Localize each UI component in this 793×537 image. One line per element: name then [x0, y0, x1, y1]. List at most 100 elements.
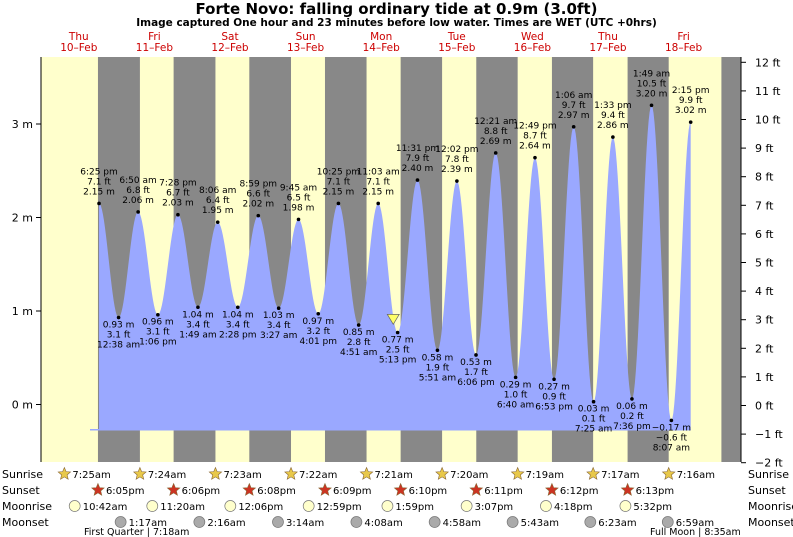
high-tide-label: 8.7 ft	[523, 132, 547, 142]
high-tide-label: 7.9 ft	[406, 154, 430, 164]
right-tick-label: 11 ft	[755, 85, 781, 98]
right-tick-label: 9 ft	[755, 142, 774, 155]
low-tide-label: 2:28 pm	[219, 330, 257, 340]
high-tide-label: 3.02 m	[675, 106, 707, 116]
tide-point	[215, 220, 220, 224]
low-tide-label: 0.2 ft	[620, 412, 644, 422]
moonrise-icon	[381, 500, 394, 512]
moonrise-time: 12:59pm	[317, 502, 362, 513]
right-tick-label: 1 ft	[755, 371, 774, 384]
sunrise-time: 7:19am	[526, 470, 564, 481]
moonset-time: 6:23am	[598, 518, 636, 529]
sunrise-time: 7:17am	[601, 470, 639, 481]
low-tide-label: 1.7 ft	[464, 368, 488, 378]
high-tide-label: 10.5 ft	[637, 79, 667, 89]
moonrise-time: 3:07pm	[475, 502, 514, 513]
low-tide-label: 3.4 ft	[186, 320, 210, 330]
tide-point	[649, 103, 654, 108]
sun-moon-rows: Sunrise Sunrise 7:25am 7:24am 7:23am 7:22am 7:…	[2, 466, 793, 537]
right-tick-label: −2 ft	[755, 457, 783, 470]
high-tide-label: 11:31 pm	[396, 144, 439, 154]
high-tide-label: 10:25 pm	[317, 167, 360, 177]
high-tide-label: 9.9 ft	[679, 96, 703, 106]
low-tide-label: 0.27 m	[538, 382, 570, 392]
tide-point	[669, 418, 674, 423]
moonset-icon	[661, 516, 674, 528]
low-tide-label: 1.03 m	[263, 311, 295, 321]
tide-point	[552, 377, 556, 382]
high-tide-label: 2.40 m	[402, 164, 434, 174]
sunset-icon	[620, 482, 635, 496]
moonset-icon	[272, 516, 284, 528]
sunrise-row-label: Sunrise	[2, 468, 43, 481]
low-tide-label: 5:51 am	[419, 373, 456, 383]
day-of-week: Thu	[68, 31, 89, 43]
right-tick-label: −1 ft	[755, 428, 783, 441]
high-tide-label: 2.15 m	[83, 187, 115, 197]
high-tide-label: 1.95 m	[202, 206, 234, 216]
right-tick-label: 3 ft	[755, 314, 774, 327]
low-tide-label: 1:06 pm	[139, 338, 177, 348]
sunset-row-label-right: Sunset	[748, 484, 786, 497]
low-tide-label: 1:49 am	[179, 330, 216, 340]
low-tide-label: 3.1 ft	[107, 331, 131, 341]
high-tide-label: 12:49 pm	[513, 122, 556, 132]
tide-point	[136, 210, 140, 214]
day-date: 12–Feb	[211, 42, 249, 54]
low-tide-label: 0.9 ft	[542, 392, 566, 402]
right-tick-label: 0 ft	[755, 400, 774, 413]
moonset-time: 1:17am	[129, 518, 167, 529]
sunset-icon	[91, 482, 105, 496]
high-tide-label: 2.86 m	[597, 121, 629, 131]
tide-point	[611, 135, 615, 139]
sunset-icon	[469, 482, 484, 496]
left-tick-label: 0 m	[12, 399, 33, 412]
left-tick-label: 3 m	[12, 118, 33, 131]
sunrise-icon	[57, 466, 72, 480]
day-of-week: Fri	[677, 31, 690, 43]
axes: 0 m 1 m 2 m 3 m −2 ft −1 ft 0 ft 1 ft 2 ft 3 ft 4 …	[12, 56, 784, 469]
sunset-time: 6:13pm	[636, 486, 675, 497]
sunset-time: 6:10pm	[409, 486, 448, 497]
low-tide-label: 1.04 m	[222, 310, 254, 320]
low-tide-label: 0.85 m	[343, 328, 375, 338]
current-level-marker	[386, 314, 400, 326]
low-tide-label: 6:53 pm	[535, 402, 573, 412]
low-tide-label: 6:06 pm	[457, 378, 495, 388]
day-date: 10–Feb	[60, 42, 98, 54]
low-tide-label: 4:51 am	[340, 348, 377, 358]
high-tide-label: 1.98 m	[283, 203, 315, 213]
tide-point	[235, 305, 240, 310]
moonrise-time: 4:18pm	[554, 502, 593, 513]
day-date: 18–Feb	[665, 42, 703, 54]
low-tide-label: 0.53 m	[460, 358, 492, 368]
tide-point	[276, 306, 281, 310]
tide-point	[316, 312, 321, 316]
tide-point	[196, 305, 200, 310]
tide-point	[116, 315, 121, 320]
low-tide-label: 2.5 ft	[386, 346, 410, 356]
low-tide-label: 0.1 ft	[582, 415, 606, 425]
sunrise-time: 7:21am	[375, 470, 413, 481]
right-tick-label: 4 ft	[755, 285, 774, 298]
low-tide-label: −0.17 m	[652, 423, 691, 433]
low-tide-label: 3.4 ft	[267, 321, 291, 331]
sunrise-icon	[132, 466, 147, 480]
high-tide-label: 12:02 pm	[435, 145, 478, 155]
low-tide-label: 6:40 am	[497, 400, 534, 410]
sunset-time: 6:05pm	[106, 486, 145, 497]
moonset-icon	[506, 516, 519, 528]
moonset-icon	[584, 516, 597, 528]
high-tide-label: 3.20 m	[636, 89, 668, 99]
tide-point	[571, 125, 576, 129]
high-tide-label: 7.1 ft	[87, 177, 111, 187]
day-of-week: Sun	[296, 31, 316, 43]
tide-point	[296, 217, 301, 222]
sunset-time: 6:06pm	[182, 486, 221, 497]
tide-curve	[90, 105, 691, 431]
sunrise-row-label-right: Sunrise	[748, 468, 789, 481]
low-tide-label: 1.04 m	[182, 310, 214, 320]
high-tide-label: 2.03 m	[162, 199, 194, 209]
tide-point	[176, 212, 180, 217]
